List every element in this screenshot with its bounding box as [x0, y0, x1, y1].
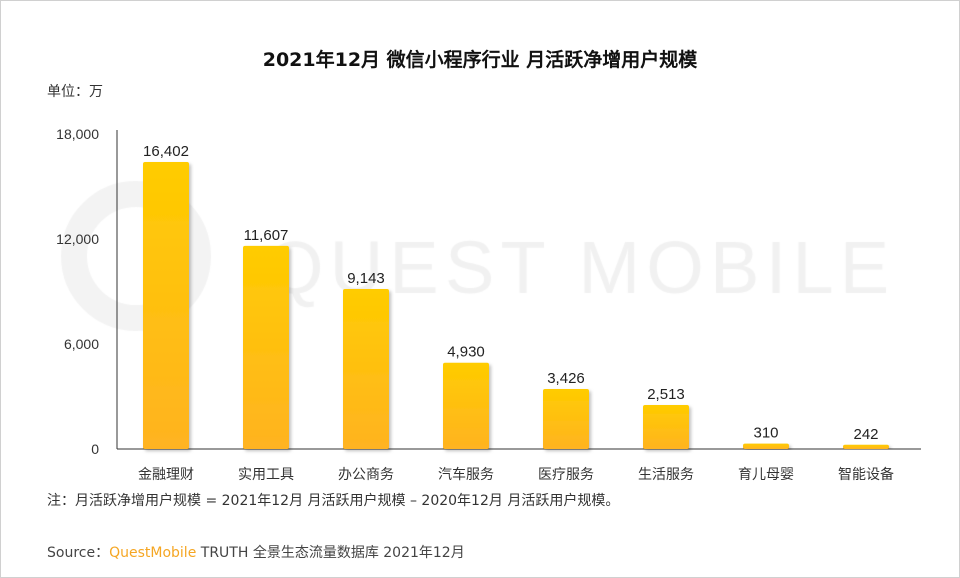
source-brand: QuestMobile — [109, 545, 197, 561]
x-tick-label: 金融理财 — [138, 467, 194, 481]
y-tick-label: 12,000 — [56, 231, 99, 247]
bar — [743, 443, 789, 449]
source-rest: TRUTH 全景生态流量数据库 2021年12月 — [196, 545, 465, 561]
x-tick-label: 智能设备 — [838, 466, 894, 481]
x-tick-label: 生活服务 — [638, 467, 694, 481]
unit-label: 单位：万 — [47, 84, 103, 100]
source-prefix: Source： — [47, 545, 110, 561]
bar — [443, 362, 489, 449]
data-label: 2,513 — [647, 386, 685, 403]
data-label: 16,402 — [143, 143, 189, 160]
x-tick-label: 育儿母婴 — [738, 467, 794, 481]
bar — [543, 389, 589, 449]
data-label: 310 — [753, 425, 778, 442]
x-tick-label: 汽车服务 — [438, 466, 494, 481]
y-tick-label: 0 — [91, 441, 99, 457]
x-tick-label: 医疗服务 — [538, 467, 594, 481]
footnote: 注：月活跃净增用户规模 = 2021年12月 月活跃用户规模 – 2020年12… — [47, 493, 620, 509]
data-label: 242 — [853, 426, 878, 443]
bar-chart: 0 6,000 12,000 18,000 16,402 金融理财 11,607 实用工具 9,… — [56, 126, 921, 481]
source-line: Source：QuestMobile TRUTH 全景生态流量数据库 2021年… — [47, 542, 465, 562]
data-label: 4,930 — [447, 344, 485, 361]
bar — [143, 161, 189, 449]
bar — [243, 245, 289, 449]
y-tick-label: 18,000 — [56, 126, 99, 142]
data-label: 9,143 — [347, 270, 385, 287]
bar — [643, 405, 689, 449]
bar — [843, 444, 889, 449]
x-tick-label: 实用工具 — [238, 467, 294, 481]
x-tick-label: 办公商务 — [338, 467, 394, 481]
bar — [343, 288, 389, 449]
data-label: 3,426 — [547, 370, 585, 387]
data-label: 11,607 — [244, 227, 289, 244]
y-tick-label: 6,000 — [64, 336, 99, 352]
chart-title: 2021年12月 微信小程序行业 月活跃净增用户规模 — [262, 49, 698, 71]
